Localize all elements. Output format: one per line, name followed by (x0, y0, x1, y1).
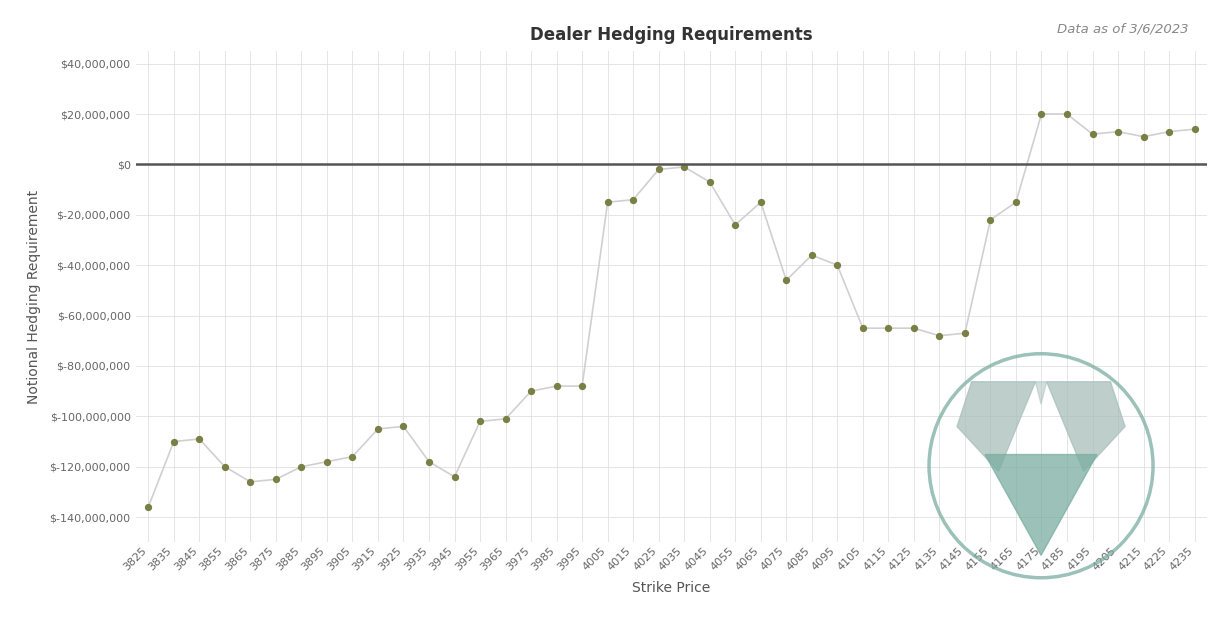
Point (750, 197, 771, 207)
Point (955, 328, 975, 338)
Point (1007, 197, 1026, 207)
Polygon shape (957, 382, 1035, 471)
Polygon shape (1035, 382, 1047, 404)
Point (623, 195, 643, 205)
Point (394, 421, 414, 431)
Point (1057, 109, 1077, 119)
Point (853, 323, 872, 333)
Point (368, 424, 388, 434)
Point (292, 462, 312, 472)
Point (521, 386, 541, 396)
Point (138, 502, 158, 512)
Point (981, 215, 1000, 225)
Point (572, 381, 591, 391)
Point (445, 471, 464, 482)
Text: Data as of 3/6/2023: Data as of 3/6/2023 (1057, 22, 1189, 35)
Point (266, 474, 286, 484)
Point (164, 436, 184, 447)
Point (726, 219, 745, 230)
X-axis label: Strike Price: Strike Price (632, 581, 711, 595)
Point (190, 434, 209, 444)
Point (547, 381, 567, 391)
Point (904, 323, 924, 333)
Polygon shape (986, 454, 1096, 555)
Point (700, 177, 719, 187)
Point (674, 162, 694, 172)
Point (495, 414, 515, 424)
Point (214, 462, 234, 472)
Point (1031, 109, 1051, 119)
Point (240, 477, 260, 487)
Y-axis label: Notional Hedging Requirement: Notional Hedging Requirement (27, 189, 41, 404)
Point (1185, 124, 1205, 134)
Point (776, 275, 796, 285)
Point (471, 416, 490, 426)
Point (598, 197, 617, 207)
Point (649, 165, 669, 175)
Polygon shape (1047, 382, 1125, 471)
Point (317, 457, 336, 467)
Point (828, 260, 848, 271)
Point (929, 330, 949, 341)
Point (1159, 126, 1179, 137)
Point (342, 452, 362, 462)
Point (1083, 129, 1103, 139)
Point (802, 250, 822, 260)
Point (419, 457, 439, 467)
Title: Dealer Hedging Requirements: Dealer Hedging Requirements (530, 26, 813, 44)
Point (878, 323, 898, 333)
Point (1109, 126, 1129, 137)
Point (1133, 131, 1153, 142)
